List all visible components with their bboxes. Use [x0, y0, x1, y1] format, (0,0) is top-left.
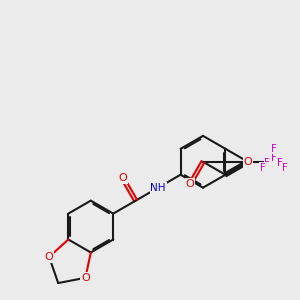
Text: O: O	[118, 173, 127, 183]
Text: F: F	[264, 158, 270, 168]
Text: O: O	[244, 157, 252, 167]
Text: O: O	[45, 252, 53, 262]
Text: F: F	[260, 163, 266, 173]
Text: O: O	[186, 179, 194, 189]
Text: NH: NH	[150, 183, 166, 193]
Text: O: O	[81, 273, 90, 283]
Text: F: F	[282, 163, 288, 173]
Text: F: F	[277, 158, 283, 168]
Text: F: F	[271, 153, 277, 163]
Text: F: F	[271, 143, 277, 154]
